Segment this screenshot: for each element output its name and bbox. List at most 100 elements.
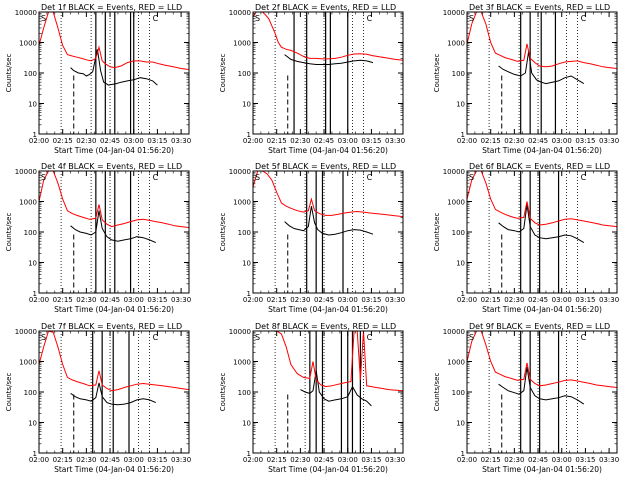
y-tick-label: 1000 <box>233 40 251 48</box>
corner-marker-s: S <box>41 173 46 182</box>
corner-marker-c: C <box>581 333 587 342</box>
plot-area <box>253 12 403 134</box>
x-tick-label: 03:15 <box>575 137 595 145</box>
x-axis-label: Start Time (04-Jan-04 01:56:20) <box>482 305 602 314</box>
series-line-events <box>498 367 585 405</box>
y-tick-label: 10000 <box>229 328 251 336</box>
series-line-events <box>300 370 372 407</box>
y-tick-label: 1000 <box>19 199 37 207</box>
chart-panel: Det 9f BLACK = Events, RED = LLD Counts/s… <box>433 322 619 474</box>
x-tick-label: 03:30 <box>385 456 405 464</box>
x-tick-label: 03:15 <box>575 456 595 464</box>
x-tick-label: 02:00 <box>29 137 49 145</box>
x-tick-label: 02:45 <box>528 456 548 464</box>
x-tick-label: 02:15 <box>481 137 501 145</box>
y-tick-label: 100 <box>452 70 465 78</box>
corner-marker-s: S <box>469 14 474 23</box>
chart-title: Det 1f BLACK = Events, RED = LLD <box>41 3 182 12</box>
series-line-events <box>70 382 156 406</box>
chart-panel: Det 8f BLACK = Events, RED = LLD Counts/s… <box>219 322 405 474</box>
y-axis-label: Counts/sec <box>433 213 441 252</box>
chart-panel: Det 5f BLACK = Events, RED = LLD Counts/s… <box>219 162 405 314</box>
y-axis-label: Counts/sec <box>219 373 227 412</box>
x-tick-label: 02:00 <box>243 137 263 145</box>
x-tick-label: 02:00 <box>457 296 477 304</box>
y-tick-label: 1 <box>247 290 251 298</box>
series-line-lld <box>253 331 403 392</box>
y-tick-label: 10000 <box>229 9 251 17</box>
y-tick-label: 100 <box>452 389 465 397</box>
x-tick-label: 02:15 <box>267 456 287 464</box>
plot-area <box>39 12 189 134</box>
y-tick-label: 10000 <box>15 9 37 17</box>
x-tick-label: 03:00 <box>338 137 358 145</box>
x-tick-label: 03:00 <box>338 456 358 464</box>
y-tick-label: 100 <box>24 389 37 397</box>
chart-title: Det 2f BLACK = Events, RED = LLD <box>255 3 396 12</box>
y-tick-label: 1 <box>461 450 465 458</box>
plot-area <box>253 331 403 453</box>
corner-marker-c: C <box>367 173 373 182</box>
x-tick-label: 02:30 <box>76 456 96 464</box>
series-line-lld <box>467 331 617 388</box>
x-tick-label: 02:30 <box>504 296 524 304</box>
x-tick-label: 03:15 <box>361 296 381 304</box>
series-line-events <box>498 51 585 85</box>
x-tick-label: 03:00 <box>552 296 572 304</box>
y-tick-label: 1 <box>461 290 465 298</box>
plot-area <box>467 12 617 134</box>
x-axis-label: Start Time (04-Jan-04 01:56:20) <box>268 465 388 474</box>
chart-panel: Det 4f BLACK = Events, RED = LLD Counts/s… <box>5 162 191 314</box>
x-tick-label: 02:15 <box>53 137 73 145</box>
corner-marker-s: S <box>469 333 474 342</box>
series-line-events <box>498 204 585 244</box>
corner-marker-s: S <box>255 173 260 182</box>
x-tick-label: 02:45 <box>314 137 334 145</box>
chart-title: Det 5f BLACK = Events, RED = LLD <box>255 162 396 171</box>
x-tick-label: 02:15 <box>267 137 287 145</box>
y-tick-label: 1 <box>247 131 251 139</box>
x-tick-label: 02:30 <box>504 137 524 145</box>
y-tick-label: 1 <box>33 290 37 298</box>
x-tick-label: 02:00 <box>457 137 477 145</box>
y-axis-label: Counts/sec <box>5 54 13 93</box>
series-line-lld <box>253 12 403 61</box>
y-tick-label: 10000 <box>229 168 251 176</box>
corner-marker-c: C <box>153 14 159 23</box>
x-tick-label: 03:30 <box>171 137 191 145</box>
x-tick-label: 03:15 <box>147 137 167 145</box>
x-tick-label: 02:45 <box>100 137 120 145</box>
y-axis-label: Counts/sec <box>5 373 13 412</box>
y-tick-label: 1000 <box>233 359 251 367</box>
y-tick-label: 1000 <box>19 359 37 367</box>
x-axis-label: Start Time (04-Jan-04 01:56:20) <box>268 305 388 314</box>
chart-title: Det 4f BLACK = Events, RED = LLD <box>41 162 182 171</box>
y-axis-label: Counts/sec <box>433 54 441 93</box>
chart-panel: Det 2f BLACK = Events, RED = LLD Counts/s… <box>219 3 405 155</box>
x-tick-label: 02:45 <box>314 296 334 304</box>
plot-area <box>253 171 403 293</box>
corner-marker-s: S <box>469 173 474 182</box>
corner-marker-c: C <box>153 333 159 342</box>
series-line-events <box>70 49 158 86</box>
x-tick-label: 03:30 <box>171 456 191 464</box>
y-tick-label: 1 <box>461 131 465 139</box>
x-axis-label: Start Time (04-Jan-04 01:56:20) <box>482 465 602 474</box>
y-tick-label: 100 <box>24 70 37 78</box>
x-tick-label: 02:30 <box>290 296 310 304</box>
series-line-lld <box>467 12 617 69</box>
x-tick-label: 02:00 <box>29 296 49 304</box>
x-tick-label: 03:30 <box>171 296 191 304</box>
chart-panel: Det 1f BLACK = Events, RED = LLD Counts/s… <box>5 3 191 155</box>
y-tick-label: 100 <box>452 229 465 237</box>
x-tick-label: 03:00 <box>552 456 572 464</box>
x-axis-label: Start Time (04-Jan-04 01:56:20) <box>54 305 174 314</box>
x-tick-label: 03:00 <box>552 137 572 145</box>
corner-marker-s: S <box>41 14 46 23</box>
y-tick-label: 1 <box>33 450 37 458</box>
series-line-lld <box>39 12 189 70</box>
series-line-events <box>284 54 374 65</box>
x-tick-label: 03:30 <box>385 296 405 304</box>
y-tick-label: 1000 <box>447 359 465 367</box>
x-tick-label: 02:45 <box>528 137 548 145</box>
